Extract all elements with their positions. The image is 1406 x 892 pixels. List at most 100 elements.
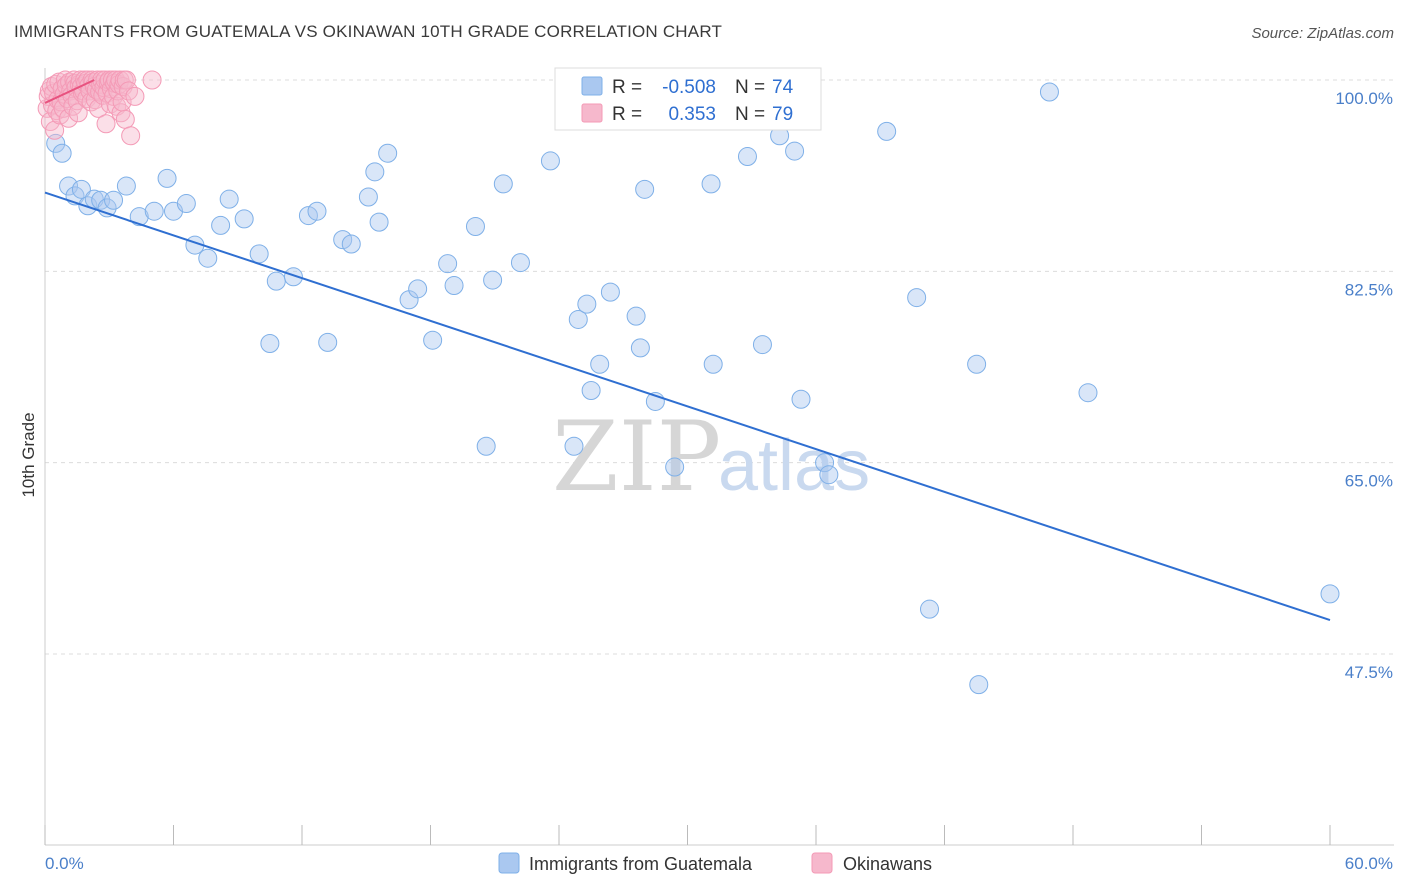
x-tick-labels: 0.0% 60.0% bbox=[45, 854, 1393, 873]
guatemala-point bbox=[52, 143, 72, 163]
guatemala-point bbox=[423, 330, 443, 350]
bottom-legend-swatch-okinawans bbox=[811, 852, 833, 874]
okinawans-point bbox=[115, 109, 135, 129]
guatemala-point bbox=[737, 147, 757, 167]
legend-n-value: 79 bbox=[772, 104, 793, 125]
guatemala-point bbox=[703, 354, 723, 374]
chart-title: IMMIGRANTS FROM GUATEMALA VS OKINAWAN 10… bbox=[14, 22, 723, 41]
y-tick-label: 47.5% bbox=[1345, 663, 1393, 682]
legend-r-value: -0.508 bbox=[662, 77, 716, 98]
okinawans-point bbox=[125, 86, 145, 106]
guatemala-point bbox=[198, 248, 218, 268]
guatemala-point bbox=[590, 354, 610, 374]
guatemala-point bbox=[877, 121, 897, 141]
guatemala-point bbox=[144, 201, 164, 221]
guatemala-point bbox=[71, 179, 91, 199]
guatemala-point bbox=[665, 457, 685, 477]
y-axis-label: 10th Grade bbox=[19, 412, 38, 497]
okinawans-point bbox=[121, 126, 141, 146]
guatemala-point bbox=[493, 174, 513, 194]
guatemala-point bbox=[510, 253, 530, 273]
guatemala-point bbox=[129, 207, 149, 227]
guatemala-point bbox=[626, 306, 646, 326]
guatemala-point bbox=[283, 267, 303, 287]
guatemala-point bbox=[298, 206, 318, 226]
watermark-zip: ZIP bbox=[552, 401, 721, 513]
series-okinawans-points bbox=[37, 70, 162, 146]
okinawans-point bbox=[119, 81, 139, 101]
legend-n-label: N = bbox=[735, 77, 765, 98]
guatemala-point bbox=[969, 675, 989, 695]
guatemala-point bbox=[635, 179, 655, 199]
bottom-legend-label-okinawans: Okinawans bbox=[843, 854, 932, 874]
bottom-legend-label-guatemala: Immigrants from Guatemala bbox=[529, 854, 753, 874]
watermark-atlas: atlas bbox=[718, 426, 870, 506]
guatemala-point bbox=[815, 453, 835, 473]
axes bbox=[44, 68, 1394, 846]
guatemala-point bbox=[1320, 584, 1340, 604]
guatemala-point bbox=[791, 389, 811, 409]
guatemala-point bbox=[577, 294, 597, 314]
guatemala-point bbox=[701, 174, 721, 194]
guatemala-point bbox=[369, 212, 389, 232]
guatemala-point bbox=[365, 162, 385, 182]
okinawans-point bbox=[59, 108, 79, 128]
okinawans-point bbox=[45, 120, 65, 140]
guatemala-point bbox=[785, 141, 805, 161]
legend-swatch-okinawans bbox=[581, 103, 603, 123]
guatemala-point bbox=[483, 270, 503, 290]
trend-line-guatemala bbox=[44, 191, 1331, 622]
y-tick-label: 100.0% bbox=[1335, 89, 1393, 108]
bottom-legend-swatch-guatemala bbox=[498, 852, 520, 874]
x-tick-label: 60.0% bbox=[1345, 854, 1393, 873]
guatemala-point bbox=[819, 465, 839, 485]
series-guatemala-points bbox=[46, 82, 1340, 695]
guatemala-point bbox=[600, 282, 620, 302]
okinawans-point bbox=[96, 114, 116, 134]
guatemala-point bbox=[476, 436, 496, 456]
guatemala-point bbox=[568, 309, 588, 329]
legend-r-label: R = bbox=[612, 104, 642, 125]
guatemala-point bbox=[176, 194, 196, 214]
legend-r-label: R = bbox=[612, 77, 642, 98]
guatemala-point bbox=[967, 354, 987, 374]
series-legend: Immigrants from Guatemala Okinawans bbox=[498, 852, 932, 874]
guatemala-point bbox=[116, 176, 136, 196]
okinawans-point bbox=[68, 103, 88, 123]
legend-n-value: 74 bbox=[772, 77, 794, 98]
legend-n-label: N = bbox=[735, 104, 765, 125]
guatemala-point bbox=[157, 168, 177, 188]
guatemala-point bbox=[581, 381, 601, 401]
guatemala-point bbox=[920, 599, 940, 619]
guatemala-point bbox=[358, 187, 378, 207]
y-tick-label: 65.0% bbox=[1345, 472, 1393, 491]
okinawans-point bbox=[40, 112, 60, 132]
source-label: Source: ZipAtlas.com bbox=[1251, 25, 1394, 42]
guatemala-point bbox=[752, 335, 772, 355]
legend-r-value: 0.353 bbox=[668, 104, 716, 125]
stats-legend: R = -0.508 N = 74 R = 0.353 N = 79 bbox=[554, 67, 822, 131]
guatemala-point bbox=[333, 230, 353, 250]
guatemala-point bbox=[266, 271, 286, 291]
guatemala-point bbox=[1039, 82, 1059, 102]
guatemala-point bbox=[104, 190, 124, 210]
watermark: ZIP atlas bbox=[552, 401, 870, 513]
trend-line-okinawans bbox=[44, 79, 95, 104]
guatemala-point bbox=[211, 215, 231, 235]
y-tick-label: 82.5% bbox=[1345, 280, 1393, 299]
guatemala-point bbox=[465, 217, 485, 237]
legend-swatch-guatemala bbox=[581, 76, 603, 96]
guatemala-point bbox=[438, 254, 458, 274]
guatemala-point bbox=[907, 288, 927, 308]
guatemala-point bbox=[59, 176, 79, 196]
guatemala-point bbox=[341, 234, 361, 254]
guatemala-point bbox=[260, 333, 280, 353]
guatemala-point bbox=[307, 201, 327, 221]
guatemala-point bbox=[378, 143, 398, 163]
guatemala-point bbox=[540, 151, 560, 171]
guatemala-point bbox=[564, 436, 584, 456]
y-tick-labels: 100.0% 82.5% 65.0% 47.5% bbox=[1335, 89, 1393, 682]
guatemala-point bbox=[630, 338, 650, 358]
guatemala-point bbox=[318, 332, 338, 352]
